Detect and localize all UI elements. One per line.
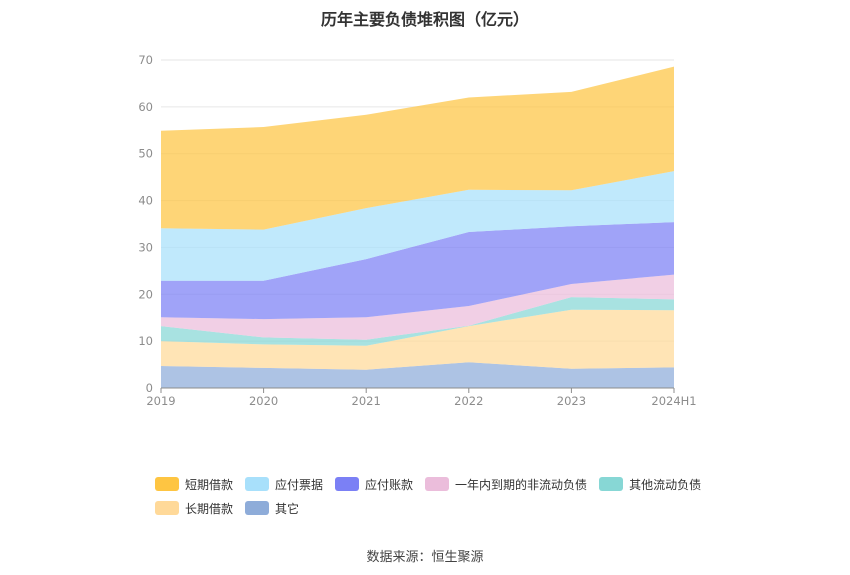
legend-swatch	[245, 477, 270, 491]
legend-item[interactable]: 其他流动负债	[599, 476, 701, 493]
y-tick-label: 60	[138, 100, 153, 114]
y-tick-label: 30	[138, 240, 153, 254]
area-series-3[interactable]	[161, 274, 674, 340]
legend-item[interactable]: 长期借款	[155, 500, 233, 517]
x-tick-label: 2019	[146, 394, 175, 408]
legend-label: 其它	[275, 501, 300, 516]
legend-row-2: 长期借款 其它	[155, 496, 755, 520]
x-tick-label: 2024H1	[651, 394, 696, 408]
axes: 0 10 20 30 40 50 60 70 2019 2020 2021 2022 2023 2024H…	[138, 53, 696, 408]
x-tick-label: 2022	[454, 394, 483, 408]
legend-swatch	[335, 477, 360, 491]
area-series-5[interactable]	[161, 171, 674, 281]
area-series-6[interactable]	[161, 66, 674, 230]
y-tick-label: 50	[138, 147, 153, 161]
legend-label: 应付票据	[275, 477, 324, 492]
legend-item[interactable]: 其它	[245, 500, 299, 517]
area-series	[161, 66, 674, 388]
legend-swatch	[599, 477, 624, 491]
y-tick-label: 0	[146, 381, 153, 395]
source-note: 数据来源：恒生聚源	[366, 550, 484, 565]
area-series-0[interactable]	[161, 362, 674, 388]
legend-row-1: 短期借款 应付票据 应付账款 一年内到期的非流动负债 其他流动负债	[155, 472, 755, 496]
legend-label: 短期借款	[185, 477, 234, 492]
legend-item[interactable]: 应付票据	[245, 476, 323, 493]
legend-item[interactable]: 应付账款	[335, 476, 413, 493]
legend: 短期借款 应付票据 应付账款 一年内到期的非流动负债 其他流动负债 长期借款 其它	[155, 472, 755, 520]
y-tick-label: 40	[138, 194, 153, 208]
y-tick-label: 20	[138, 287, 153, 301]
area-series-2[interactable]	[161, 297, 674, 346]
area-series-4[interactable]	[161, 222, 674, 320]
legend-item[interactable]: 短期借款	[155, 476, 233, 493]
legend-swatch	[245, 501, 270, 515]
area-series-1[interactable]	[161, 309, 674, 370]
legend-swatch	[155, 477, 179, 491]
legend-swatch	[425, 477, 450, 491]
y-tick-label: 10	[138, 334, 153, 348]
legend-label: 其他流动负债	[629, 477, 702, 492]
legend-label: 应付账款	[365, 477, 414, 492]
chart-title: 历年主要负债堆积图（亿元）	[320, 10, 529, 29]
x-tick-label: 2021	[352, 394, 381, 408]
legend-label: 一年内到期的非流动负债	[455, 477, 588, 492]
legend-swatch	[155, 501, 179, 515]
y-tick-label: 70	[138, 53, 153, 67]
legend-label: 长期借款	[185, 501, 234, 516]
x-tick-label: 2023	[557, 394, 586, 408]
x-tick-label: 2020	[249, 394, 278, 408]
legend-item[interactable]: 一年内到期的非流动负债	[425, 476, 587, 493]
